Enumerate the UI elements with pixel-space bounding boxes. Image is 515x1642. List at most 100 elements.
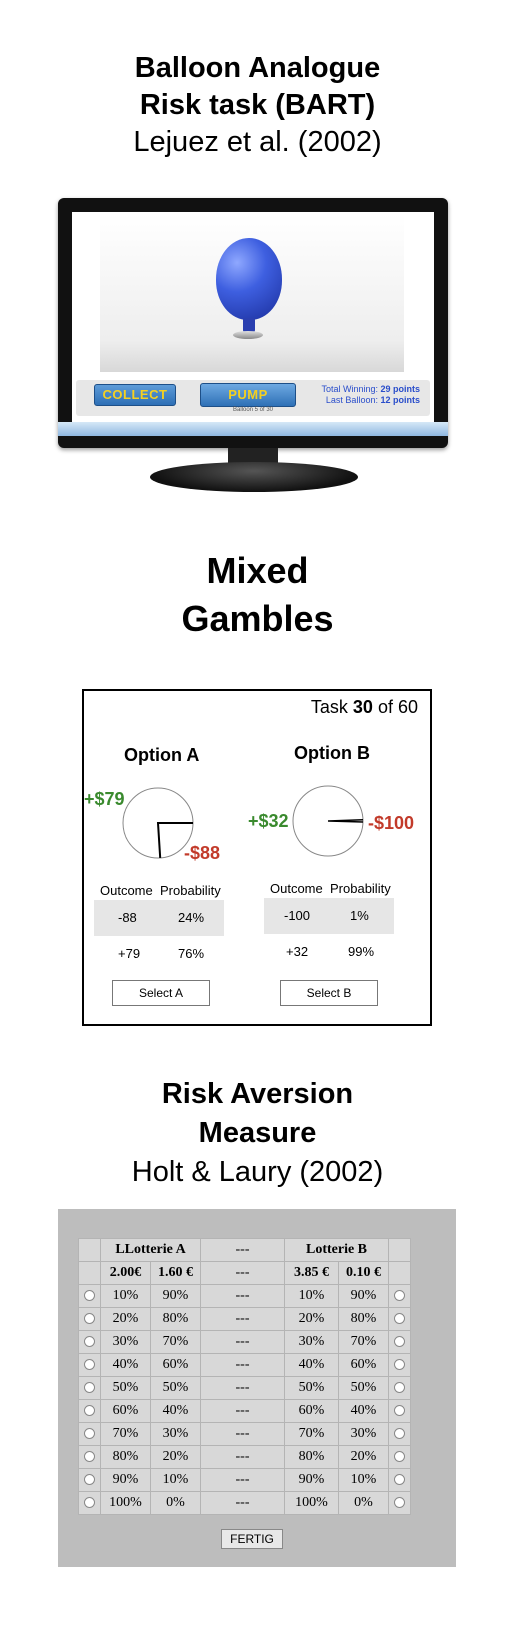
empty-cell: [78, 1261, 101, 1285]
a-low-payoff: 1.60 €: [150, 1261, 201, 1285]
lottery-a-radio[interactable]: [78, 1445, 101, 1469]
radio-b-icon[interactable]: [394, 1313, 405, 1325]
lottery-a-radio[interactable]: [78, 1330, 101, 1354]
radio-b-icon[interactable]: [394, 1382, 405, 1394]
select-a-button[interactable]: Select A: [112, 980, 210, 1006]
radio-a-icon[interactable]: [84, 1428, 95, 1440]
select-b-button[interactable]: Select B: [280, 980, 378, 1006]
lottery-a-radio[interactable]: [78, 1284, 101, 1308]
lottery-a-header: LLotterie A: [100, 1238, 201, 1262]
radio-a-icon[interactable]: [84, 1382, 95, 1394]
radio-a-icon[interactable]: [84, 1313, 95, 1325]
separator-cell: ---: [200, 1261, 285, 1285]
b-high-probability: 40%: [284, 1353, 339, 1377]
collect-button[interactable]: COLLECT: [94, 384, 176, 406]
task-suffix: of 60: [372, 697, 418, 717]
monitor-stand: [150, 462, 358, 492]
empty-cell: [388, 1238, 411, 1262]
radio-b-icon[interactable]: [394, 1497, 405, 1509]
bart-title-line2: Risk task (BART): [139, 89, 376, 121]
radio-b-icon[interactable]: [394, 1474, 405, 1486]
option-b-loss-wedge: [327, 819, 364, 823]
radio-b-icon[interactable]: [394, 1405, 405, 1417]
a-low-probability: 40%: [150, 1399, 201, 1423]
lottery-a-radio[interactable]: [78, 1491, 101, 1515]
option-b-outcome: -100: [284, 908, 311, 923]
lottery-header-row: LLotterie A --- Lotterie B: [78, 1238, 411, 1262]
bart-screen: COLLECT PUMP Total Winning: 29 points La…: [72, 212, 434, 422]
a-low-probability: 0%: [150, 1491, 201, 1515]
separator-cell: ---: [200, 1238, 285, 1262]
radio-a-icon[interactable]: [84, 1451, 95, 1463]
last-balloon-label: Last Balloon:: [325, 395, 378, 405]
last-balloon-value: 12 points: [380, 395, 420, 405]
b-low-probability: 50%: [338, 1376, 389, 1400]
b-low-probability: 40%: [338, 1399, 389, 1423]
pump-button[interactable]: PUMP: [200, 383, 296, 407]
balloon-counter: Balloon 5 of 30: [232, 407, 274, 413]
lottery-b-radio[interactable]: [388, 1491, 411, 1515]
lottery-b-radio[interactable]: [388, 1307, 411, 1331]
radio-b-icon[interactable]: [394, 1359, 405, 1371]
lottery-a-radio[interactable]: [78, 1399, 101, 1423]
option-b-loss-label: -$100: [368, 813, 415, 833]
monitor-neck: [228, 448, 278, 466]
radio-a-icon[interactable]: [84, 1474, 95, 1486]
separator-cell: ---: [200, 1445, 285, 1469]
b-low-probability: 80%: [338, 1307, 389, 1331]
mixed-gambles-panel: Task 30 of 60 Option A +$79 -$88 Outcome…: [82, 689, 432, 1026]
radio-b-icon[interactable]: [394, 1336, 405, 1348]
lottery-b-radio[interactable]: [388, 1353, 411, 1377]
lottery-row: 20% 80% --- 20% 80%: [78, 1307, 411, 1331]
b-high-probability: 20%: [284, 1307, 339, 1331]
radio-b-icon[interactable]: [394, 1290, 405, 1302]
empty-cell: [388, 1261, 411, 1285]
balloon-icon: [216, 238, 282, 320]
b-high-probability: 90%: [284, 1468, 339, 1492]
mixed-title-line2: Gambles: [181, 598, 334, 639]
lottery-a-radio[interactable]: [78, 1353, 101, 1377]
lottery-b-radio[interactable]: [388, 1445, 411, 1469]
b-low-payoff: 0.10 €: [338, 1261, 389, 1285]
radio-a-icon[interactable]: [84, 1290, 95, 1302]
option-b-outcome: +32: [286, 944, 309, 959]
radio-a-icon[interactable]: [84, 1336, 95, 1348]
lottery-a-radio[interactable]: [78, 1422, 101, 1446]
pump-base-icon: [233, 331, 263, 339]
radio-b-icon[interactable]: [394, 1451, 405, 1463]
a-high-payoff: 2.00€: [100, 1261, 151, 1285]
radio-a-icon[interactable]: [84, 1405, 95, 1417]
radio-b-icon[interactable]: [394, 1428, 405, 1440]
option-a-row: +79 76%: [94, 936, 224, 972]
b-high-payoff: 3.85 €: [284, 1261, 339, 1285]
b-high-probability: 60%: [284, 1399, 339, 1423]
option-b-col-probability: Probability: [330, 881, 391, 896]
total-winning-value: 29 points: [380, 384, 420, 394]
radio-a-icon[interactable]: [84, 1497, 95, 1509]
separator-cell: ---: [200, 1353, 285, 1377]
fertig-button[interactable]: FERTIG: [221, 1529, 283, 1549]
a-high-probability: 80%: [100, 1445, 151, 1469]
lottery-b-radio[interactable]: [388, 1399, 411, 1423]
lottery-a-radio[interactable]: [78, 1468, 101, 1492]
option-b-probability: 99%: [348, 944, 375, 959]
holt-laury-panel: LLotterie A --- Lotterie B 2.00€ 1.60 € …: [58, 1209, 456, 1567]
radio-a-icon[interactable]: [84, 1359, 95, 1371]
lottery-a-radio[interactable]: [78, 1376, 101, 1400]
b-high-probability: 100%: [284, 1491, 339, 1515]
a-low-probability: 90%: [150, 1284, 201, 1308]
a-high-probability: 10%: [100, 1284, 151, 1308]
lottery-b-radio[interactable]: [388, 1284, 411, 1308]
lottery-row: 100% 0% --- 100% 0%: [78, 1491, 411, 1515]
option-b-gain-label: +$32: [248, 811, 289, 831]
lottery-b-radio[interactable]: [388, 1422, 411, 1446]
lottery-payoff-row: 2.00€ 1.60 € --- 3.85 € 0.10 €: [78, 1261, 411, 1285]
lottery-b-radio[interactable]: [388, 1468, 411, 1492]
bart-control-bar: COLLECT PUMP Total Winning: 29 points La…: [76, 380, 430, 416]
separator-cell: ---: [200, 1376, 285, 1400]
b-high-probability: 50%: [284, 1376, 339, 1400]
lottery-a-radio[interactable]: [78, 1307, 101, 1331]
lottery-b-radio[interactable]: [388, 1376, 411, 1400]
lottery-b-radio[interactable]: [388, 1330, 411, 1354]
separator-cell: ---: [200, 1330, 285, 1354]
